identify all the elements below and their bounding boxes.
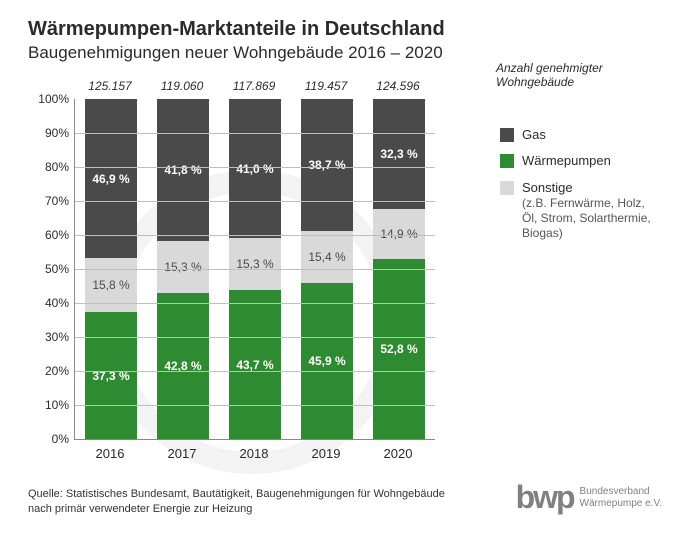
gridline: [75, 371, 435, 372]
legend-label-gas: Gas: [522, 127, 546, 143]
chart-area: 125.157 119.060 117.869 119.457 124.596 …: [28, 79, 486, 461]
legend-sublabel-sonstige: (z.B. Fernwärme, Holz, Öl, Strom, Solart…: [522, 196, 662, 241]
y-tick-label: 20%: [31, 364, 69, 378]
logo-line2: Wärmepumpe e.V.: [580, 498, 662, 510]
y-tick-label: 50%: [31, 262, 69, 276]
y-tick-label: 100%: [31, 92, 69, 106]
gridline: [75, 405, 435, 406]
top-caption: Anzahl genehmigter Wohngebäude: [496, 61, 662, 89]
legend-item-waermepumpen: Wärmepumpen: [500, 153, 662, 169]
top-total: 124.596: [362, 79, 434, 93]
gridline: [75, 201, 435, 202]
swatch-gas: [500, 128, 514, 142]
segment-waermepumpen: 52,8 %: [373, 259, 425, 439]
gridline: [75, 303, 435, 304]
y-tick-label: 0%: [31, 432, 69, 446]
segment-waermepumpen: 43,7 %: [229, 290, 281, 439]
source-text: Quelle: Statistisches Bundesamt, Bautäti…: [28, 487, 458, 516]
chart-title: Wärmepumpen-Marktanteile in Deutschland: [28, 18, 662, 41]
segment-gas: 41,0 %: [229, 99, 281, 238]
x-label: 2017: [146, 446, 218, 461]
chart-subtitle: Baugenehmigungen neuer Wohngebäude 2016 …: [28, 43, 662, 63]
top-total: 119.060: [146, 79, 218, 93]
x-label: 2020: [362, 446, 434, 461]
top-total: 117.869: [218, 79, 290, 93]
segment-sonstige: 15,4 %: [301, 231, 353, 283]
top-totals-row: 125.157 119.060 117.869 119.457 124.596: [74, 79, 486, 93]
bwp-logo: bwp Bundesverband Wärmepumpe e.V.: [516, 479, 662, 516]
logo-line1: Bundesverband: [580, 486, 662, 498]
y-tick-label: 90%: [31, 126, 69, 140]
legend-label-sonstige: Sonstige: [522, 180, 662, 196]
segment-sonstige: 15,3 %: [157, 241, 209, 293]
segment-sonstige: 15,3 %: [229, 238, 281, 290]
legend-label-waermepumpen: Wärmepumpen: [522, 153, 611, 169]
gridline: [75, 337, 435, 338]
top-total: 119.457: [290, 79, 362, 93]
x-label: 2019: [290, 446, 362, 461]
segment-gas: 41,8 %: [157, 99, 209, 241]
legend-item-gas: Gas: [500, 127, 662, 143]
segment-waermepumpen: 42,8 %: [157, 293, 209, 439]
gridline: [75, 235, 435, 236]
y-tick-label: 40%: [31, 296, 69, 310]
logo-mark: bwp: [516, 479, 574, 516]
legend: Gas Wärmepumpen Sonstige (z.B. Fernwärme…: [500, 127, 662, 241]
x-axis-labels: 2016 2017 2018 2019 2020: [74, 446, 486, 461]
y-tick-label: 30%: [31, 330, 69, 344]
x-label: 2018: [218, 446, 290, 461]
gridline: [75, 133, 435, 134]
segment-waermepumpen: 45,9 %: [301, 283, 353, 439]
top-total: 125.157: [74, 79, 146, 93]
y-tick-label: 70%: [31, 194, 69, 208]
segment-gas: 32,3 %: [373, 99, 425, 209]
gridline: [75, 269, 435, 270]
y-tick-label: 60%: [31, 228, 69, 242]
segment-waermepumpen: 37,3 %: [85, 312, 137, 439]
segment-gas: 38,7 %: [301, 99, 353, 231]
segment-sonstige: 15,8 %: [85, 258, 137, 312]
gridline: [75, 167, 435, 168]
swatch-sonstige: [500, 181, 514, 195]
legend-item-sonstige: Sonstige (z.B. Fernwärme, Holz, Öl, Stro…: [500, 180, 662, 241]
x-label: 2016: [74, 446, 146, 461]
plot-region: 46,9 %15,8 %37,3 %41,8 %15,3 %42,8 %41,0…: [74, 99, 435, 440]
y-tick-label: 10%: [31, 398, 69, 412]
swatch-waermepumpen: [500, 154, 514, 168]
y-tick-label: 80%: [31, 160, 69, 174]
